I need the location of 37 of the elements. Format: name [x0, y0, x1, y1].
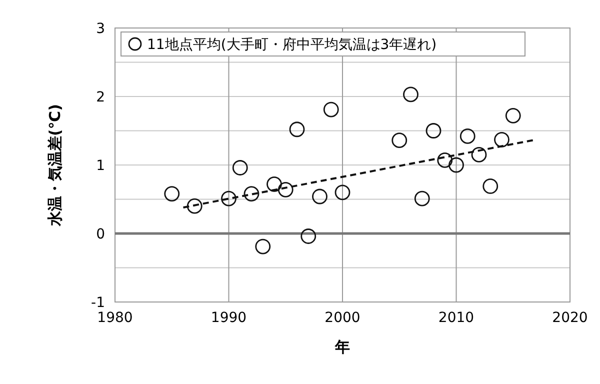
x-tick-label: 2000	[324, 310, 360, 326]
x-tick-label: 1980	[97, 310, 133, 326]
point	[323, 102, 339, 118]
point	[426, 123, 442, 138]
y-tick-label: 1	[96, 158, 105, 174]
point	[266, 176, 282, 192]
point	[312, 188, 328, 204]
point	[255, 238, 271, 254]
point	[278, 182, 294, 198]
point	[334, 184, 350, 200]
point	[300, 228, 316, 244]
point	[471, 147, 487, 162]
point	[460, 128, 476, 144]
point	[232, 160, 248, 176]
point	[448, 157, 464, 173]
x-tick-label: 2010	[438, 310, 474, 326]
x-axis-title: 年	[334, 338, 350, 356]
y-axis-title: 水温・気温差(℃)	[46, 104, 64, 227]
point	[392, 132, 408, 148]
y-tick-label: 0	[96, 226, 105, 242]
point	[164, 186, 180, 202]
y-tick-label: -1	[91, 294, 105, 311]
y-tick-label: 2	[96, 89, 105, 106]
point	[414, 190, 430, 206]
point	[505, 108, 521, 124]
point	[403, 86, 418, 102]
x-tick-label: 1990	[210, 310, 247, 326]
point	[437, 152, 453, 168]
point	[186, 198, 202, 214]
point	[494, 132, 510, 148]
point	[221, 190, 236, 206]
legend-label: 11地点平均(大手町・府中平均気温は3年遅れ)	[147, 36, 437, 53]
x-tick-label: 2020	[552, 310, 588, 326]
point	[244, 186, 260, 202]
point	[289, 122, 305, 138]
point	[482, 178, 498, 194]
y-tick-label: 3	[96, 20, 105, 37]
